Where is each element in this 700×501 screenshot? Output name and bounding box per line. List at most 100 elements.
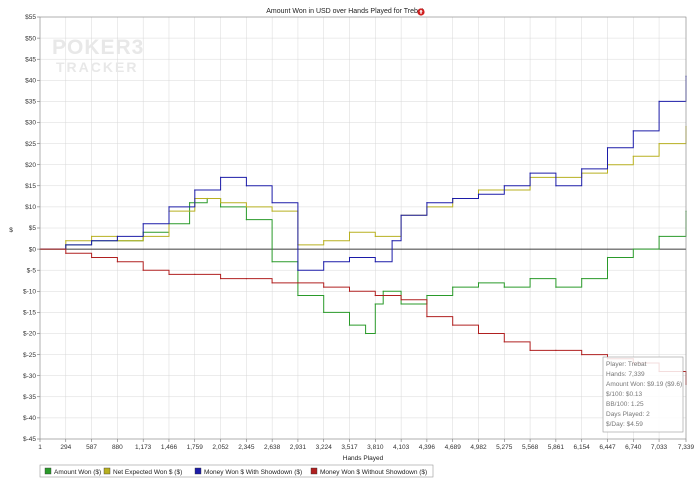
x-tick-label: 6,447 — [599, 444, 616, 451]
legend: Amount Won ($) Net Expected Won $ ($) Mo… — [39, 464, 434, 478]
legend-swatch — [44, 467, 52, 475]
series-2-point — [91, 240, 93, 242]
series-0-point — [632, 248, 634, 250]
legend-swatch — [103, 467, 111, 475]
series-3-point — [142, 269, 144, 271]
y-tick-label: $0 — [29, 246, 37, 253]
export-icon[interactable] — [417, 8, 425, 16]
series-2-point — [65, 244, 67, 246]
series-1-point — [632, 155, 634, 157]
y-tick-label: $-45 — [23, 436, 36, 443]
series-0-point — [477, 282, 480, 284]
y-tick-label: $40 — [25, 78, 36, 85]
series-2-point — [632, 130, 634, 132]
plot-border — [39, 16, 687, 440]
series-2-point — [348, 256, 351, 259]
y-tick-label: $20 — [25, 162, 36, 169]
x-tick-label: 3,517 — [341, 444, 358, 451]
legend-item-net-expected-won[interactable]: Net Expected Won $ ($) — [103, 467, 182, 476]
series-line-amount-won — [40, 198, 687, 334]
x-tick-label: 1 — [38, 444, 42, 451]
legend-item-money-won-with-showdown[interactable]: Money Won $ With Showdown ($) — [194, 467, 302, 476]
poker-tracker-watermark: POKER3 TRACKER — [52, 36, 143, 75]
chart-title: Amount Won in USD over Hands Played for … — [266, 8, 424, 15]
y-tick-label: $10 — [25, 204, 36, 211]
x-tick-label: 2,638 — [264, 444, 281, 451]
x-tick-label: 4,103 — [393, 444, 410, 451]
series-2-point — [400, 214, 402, 216]
series-1-point — [348, 231, 351, 233]
y-tick-label: $35 — [25, 99, 36, 106]
y-tick-label: $-30 — [23, 373, 36, 380]
series-0-point — [348, 324, 351, 326]
series-2-point — [477, 193, 480, 195]
stats-amount-won: Amount Won: $9.19 ($9.6) — [606, 381, 682, 388]
legend-item-amount-won[interactable]: Amount Won ($) — [44, 467, 101, 476]
series-2-point — [555, 185, 557, 187]
series-2-point — [220, 176, 222, 178]
x-tick-label: 587 — [86, 444, 97, 451]
y-tick-label: $30 — [25, 120, 36, 127]
grid-lines — [39, 16, 687, 440]
series-3-point — [452, 324, 454, 326]
y-axis-ticks: $55 $50 $45 $40 $35 $30 $25 $20 $15 $10 $5 $0 $-5 $-1… — [23, 14, 40, 443]
x-tick-label: 2,052 — [212, 444, 229, 451]
y-tick-label: $5 — [29, 225, 37, 232]
series-3-point — [348, 290, 351, 292]
watermark-line2: TRACKER — [56, 59, 138, 75]
series-3-point — [220, 278, 222, 280]
x-tick-label: 4,689 — [445, 444, 462, 451]
series-2-point — [194, 189, 196, 191]
series-2-point — [606, 147, 609, 149]
series-1-point — [91, 235, 93, 237]
series-3-point — [581, 354, 583, 356]
series-3-point — [477, 332, 480, 335]
series-0-point — [245, 219, 247, 221]
series-3-point — [116, 261, 118, 263]
x-tick-label: 5,568 — [522, 444, 539, 451]
series-2-point — [168, 206, 170, 208]
series-0-point — [658, 235, 660, 237]
series-3-point — [555, 349, 557, 351]
stats-bb-per-100: BB/100: 1.25 — [606, 401, 644, 408]
legend-frame — [39, 464, 434, 478]
series-0-point — [297, 294, 299, 297]
stats-dollars-per-100: $/100: $0.13 — [606, 391, 643, 398]
series-2-point — [391, 240, 393, 242]
y-tick-label: $15 — [25, 183, 36, 190]
y-tick-label: $50 — [25, 35, 36, 42]
stats-hands: Hands: 7,339 — [606, 371, 645, 378]
series-1-point — [271, 210, 273, 212]
x-axis-ticks: 1 294 587 880 1,173 1,466 1,759 2,052 2,345 2,638… — [38, 439, 695, 451]
series-2-point — [297, 269, 299, 271]
x-tick-label: 2,345 — [238, 444, 255, 451]
series-0-point — [606, 256, 609, 259]
series-2-point — [658, 100, 660, 102]
series-2-point — [374, 261, 376, 263]
series-3-point — [194, 273, 196, 275]
legend-item-money-won-without-showdown[interactable]: Money Won $ Without Showdown ($) — [310, 467, 427, 476]
x-tick-label: 3,810 — [367, 444, 384, 451]
legend-label: Net Expected Won $ ($) — [113, 469, 182, 476]
series-3-point — [529, 349, 531, 351]
x-tick-label: 5,861 — [548, 444, 565, 451]
legend-label: Money Won $ With Showdown ($) — [204, 469, 302, 476]
series-0-point — [555, 286, 557, 288]
stats-player: Player: Trebat — [606, 361, 647, 368]
series-3-point — [168, 273, 170, 275]
y-tick-label: $-35 — [23, 394, 36, 401]
series-0-point — [503, 286, 505, 288]
series-0-point — [189, 202, 191, 204]
x-tick-label: 5,275 — [496, 444, 513, 451]
stats-dollars-per-day: $/Day: $4.59 — [606, 421, 643, 428]
series-0-point — [581, 278, 583, 280]
x-tick-label: 7,033 — [651, 444, 668, 451]
stats-box: Player: Trebat Hands: 7,339 Amount Won: … — [602, 356, 684, 433]
y-tick-label: $-10 — [23, 289, 36, 296]
y-tick-label: $-15 — [23, 310, 36, 317]
series-0-point — [374, 303, 376, 305]
x-tick-label: 880 — [112, 444, 123, 451]
series-2-point — [426, 202, 428, 204]
y-tick-label: $55 — [25, 14, 36, 21]
